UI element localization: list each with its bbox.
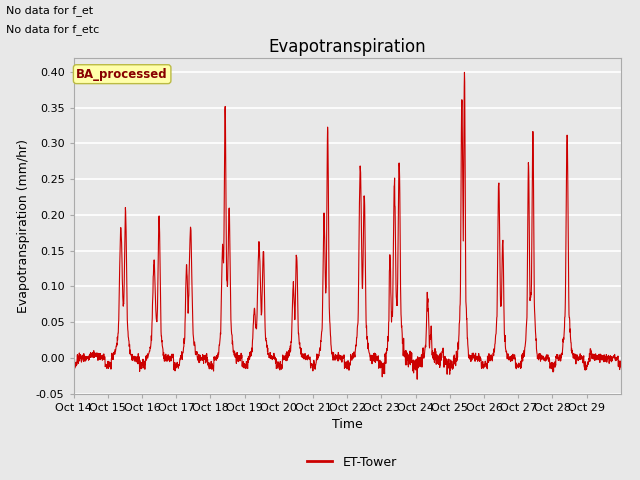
Legend: ET-Tower: ET-Tower	[302, 451, 402, 474]
Title: Evapotranspiration: Evapotranspiration	[268, 38, 426, 56]
Text: No data for f_etc: No data for f_etc	[6, 24, 100, 35]
X-axis label: Time: Time	[332, 418, 363, 431]
Y-axis label: Evapotranspiration (mm/hr): Evapotranspiration (mm/hr)	[17, 139, 30, 312]
Text: No data for f_et: No data for f_et	[6, 5, 93, 16]
Text: BA_processed: BA_processed	[76, 68, 168, 81]
